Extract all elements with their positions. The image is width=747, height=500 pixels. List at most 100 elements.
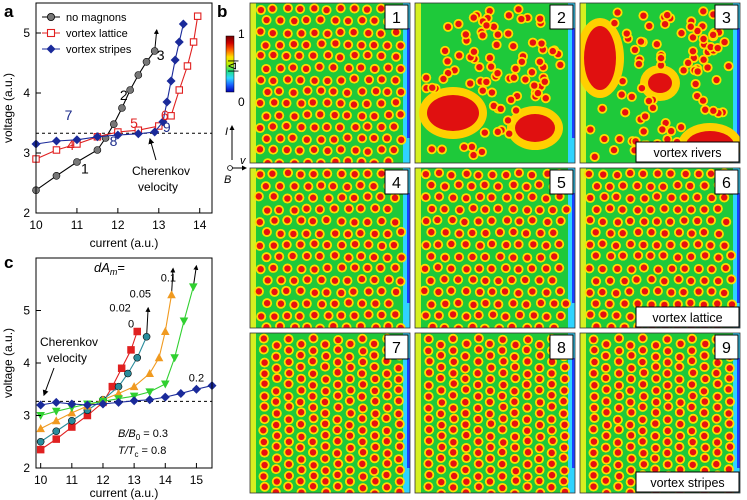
tile-vortex-core [273, 443, 280, 450]
tile-vortex-core [323, 216, 330, 224]
tile-vortex-core [277, 17, 284, 24]
tile-vortex-core [261, 370, 268, 377]
tile-vortex-core [346, 421, 353, 429]
tile-vortex-core [660, 252, 667, 259]
tile-vortex-core [256, 99, 264, 107]
tile-vortex-core [336, 54, 344, 61]
tile-vortex-core [592, 252, 600, 259]
tile-vortex-core [489, 311, 497, 318]
tile-vortex-core [655, 266, 662, 273]
tile-vortex-core [637, 38, 645, 45]
tile-vortex-core [489, 288, 496, 295]
tile-vortex-core [284, 217, 291, 224]
tile-vortex-core [541, 78, 548, 85]
tile-vortex-core [273, 365, 280, 372]
tile-vortex-core [615, 382, 623, 389]
tile-vortex-core [309, 217, 317, 225]
tile-vortex-core [462, 375, 469, 382]
tile-vortex-core [494, 128, 501, 136]
tile-vortex-core [681, 265, 688, 272]
tile-vortex-core [438, 146, 446, 153]
tile-vortex-core [586, 289, 593, 296]
tile-vortex-core [621, 109, 629, 116]
tile-vortex-core [688, 357, 696, 365]
label-v: v [240, 155, 247, 167]
panel-c-point-0-05 [67, 408, 77, 417]
tile-vortex-core [499, 484, 506, 492]
tile-vortex-core [318, 40, 325, 47]
tile-vortex-core [357, 323, 364, 328]
tile-number-box [549, 334, 574, 360]
tile-vortex-core [461, 218, 468, 226]
tile-vortex-pool [584, 26, 616, 90]
tile-vortex-core [504, 117, 512, 124]
tile-vortex-core [523, 346, 530, 354]
tile-number-box [384, 334, 409, 360]
tile-vortex-core [702, 444, 709, 451]
panel-a-point-vortex-stripes [174, 37, 184, 47]
tile-vortex-core [619, 206, 626, 213]
tile-vortex-core [518, 15, 525, 23]
tile-vortex-core [726, 443, 734, 450]
tile-vortex-core [687, 206, 695, 213]
panel-c-chart: 10 11 12 13 14 15 2 3 4 5 current (a.u.) voltage … [1, 257, 217, 500]
tile-vortex-core [357, 252, 365, 260]
tile-vortex-pool [427, 95, 479, 131]
tile-vortex-core [550, 324, 558, 328]
tile-vortex-core [623, 30, 630, 37]
tile-vortex-core [523, 427, 531, 434]
tile-vortex-core [475, 473, 482, 480]
tile-vortex-core [365, 76, 373, 84]
tile-vortex-core [359, 449, 367, 456]
panel-a-point-no-magnons [109, 120, 118, 128]
tile-vortex-core [661, 20, 669, 28]
tile-vortex-core [615, 358, 623, 365]
tile-vortex-core [615, 392, 623, 400]
tile-vortex-core [537, 489, 544, 493]
tile-vortex-core [700, 409, 708, 416]
panel-a-point-vortex-stripes [113, 130, 123, 140]
tile-vortex-core [549, 437, 556, 445]
panel-a-point-vortex-stripes [178, 19, 188, 29]
tile-vortex-core [444, 69, 452, 77]
tile-vortex-core [334, 392, 342, 399]
tile-vortex-core [371, 420, 379, 427]
tile-vortex-core [344, 17, 352, 25]
tile-vortex-core [391, 219, 399, 226]
tile-vortex-core [726, 455, 734, 462]
tile-vortex-core [359, 381, 367, 388]
tile-vortex-core [264, 277, 271, 284]
colorbar-min-label: 0 [238, 95, 245, 109]
tile-vortex-core [607, 230, 614, 237]
tile-vortex-core [284, 30, 291, 37]
tile-left-edge [250, 333, 256, 493]
panel-a-point-label-7: 7 [65, 107, 73, 123]
tile-vortex-core [310, 146, 318, 153]
tile-vortex-core [334, 483, 341, 490]
tile-vortex-core [505, 12, 513, 19]
tile-right-edge [733, 333, 740, 493]
tile-right-edge [568, 168, 575, 328]
tile-right-edge [568, 333, 575, 493]
tile-vortex-core [345, 205, 353, 212]
tile-vortex-core [515, 193, 523, 200]
tile-vortex-core [615, 461, 622, 469]
tile-number: 7 [392, 340, 401, 357]
tile-right-edge-deep [407, 358, 410, 468]
tile-vortex-core [634, 228, 642, 236]
tile-vortex-core [455, 299, 462, 307]
tile-vortex-core [332, 17, 339, 24]
tile-vortex-core [298, 100, 305, 107]
tile-vortex-core [263, 135, 270, 142]
tile-vortex-halo [453, 323, 464, 328]
tile-vortex-core [442, 300, 449, 308]
tile-vortex-core [270, 264, 277, 272]
tile-vortex-core [331, 230, 339, 237]
tile-vortex-core [437, 454, 445, 462]
panel-letter-c: c [4, 253, 13, 272]
tile-vortex-core [350, 101, 358, 108]
tile-vortex-core [487, 433, 494, 440]
panel-a-ylabel: voltage (a.u.) [1, 73, 15, 143]
panel-c-point-0 [127, 346, 135, 354]
panel-c-point-0-2 [51, 397, 61, 407]
